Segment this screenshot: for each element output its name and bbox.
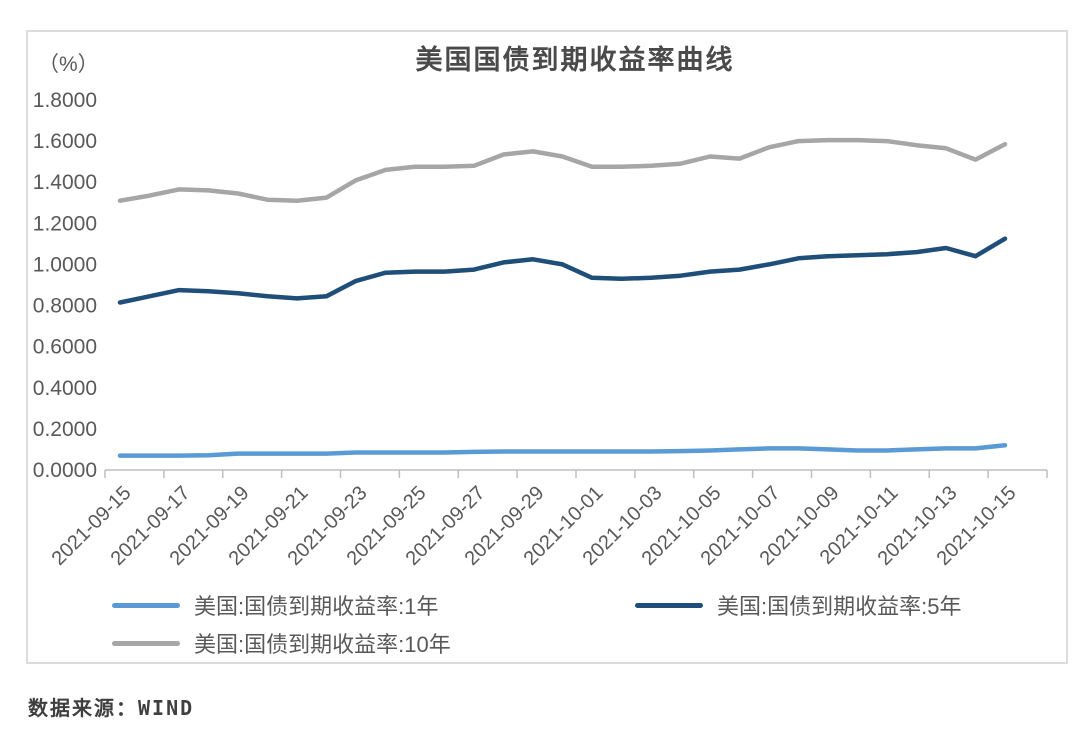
legend-row: 美国:国债到期收益率:1年 美国:国债到期收益率:5年: [112, 590, 1052, 620]
chart-plot: 0.0000 0.2000 0.4000 0.6000 0.8000 1.0000 1.20…: [33, 89, 1048, 570]
y-axis-tick-label: 0.2000: [33, 418, 97, 441]
series-line-5y: [117, 236, 1008, 305]
series-line-1y: [117, 443, 1008, 458]
chart-card: 美国国债到期收益率曲线 （%） 0.0000 0.2000 0.4000 0.6000…: [26, 30, 1068, 664]
legend-item-1y: 美国:国债到期收益率:1年: [112, 590, 438, 620]
y-axis-tick-label: 0.6000: [33, 336, 97, 359]
y-axis-unit-label: （%）: [38, 53, 99, 76]
legend-label-1y: 美国:国债到期收益率:1年: [194, 594, 439, 619]
legend-item-5y: 美国:国债到期收益率:5年: [635, 590, 961, 620]
y-axis-tick-label: 1.6000: [33, 130, 97, 153]
legend-row: 美国:国债到期收益率:10年: [112, 628, 1052, 658]
y-axis-tick-label: 1.0000: [33, 253, 97, 276]
y-axis-tick-label: 0.4000: [33, 377, 97, 400]
legend-label-5y: 美国:国债到期收益率:5年: [717, 594, 962, 619]
legend-line-swatch-10y: [112, 640, 180, 646]
series-line-10y: [117, 137, 1008, 203]
legend-item-10y: 美国:国债到期收益率:10年: [112, 628, 451, 658]
legend-label-10y: 美国:国债到期收益率:10年: [194, 632, 451, 657]
y-axis-tick-label: 0.0000: [33, 459, 97, 482]
source-note: 数据来源：WIND: [28, 696, 195, 720]
chart-title: 美国国债到期收益率曲线: [415, 45, 735, 75]
legend-line-swatch-1y: [112, 602, 180, 608]
y-axis-tick-label: 1.4000: [33, 171, 97, 194]
y-axis-tick-label: 1.2000: [33, 212, 97, 235]
y-axis-tick-label: 1.8000: [33, 89, 97, 112]
y-axis-tick-label: 0.8000: [33, 295, 97, 318]
legend-line-swatch-5y: [635, 602, 703, 608]
